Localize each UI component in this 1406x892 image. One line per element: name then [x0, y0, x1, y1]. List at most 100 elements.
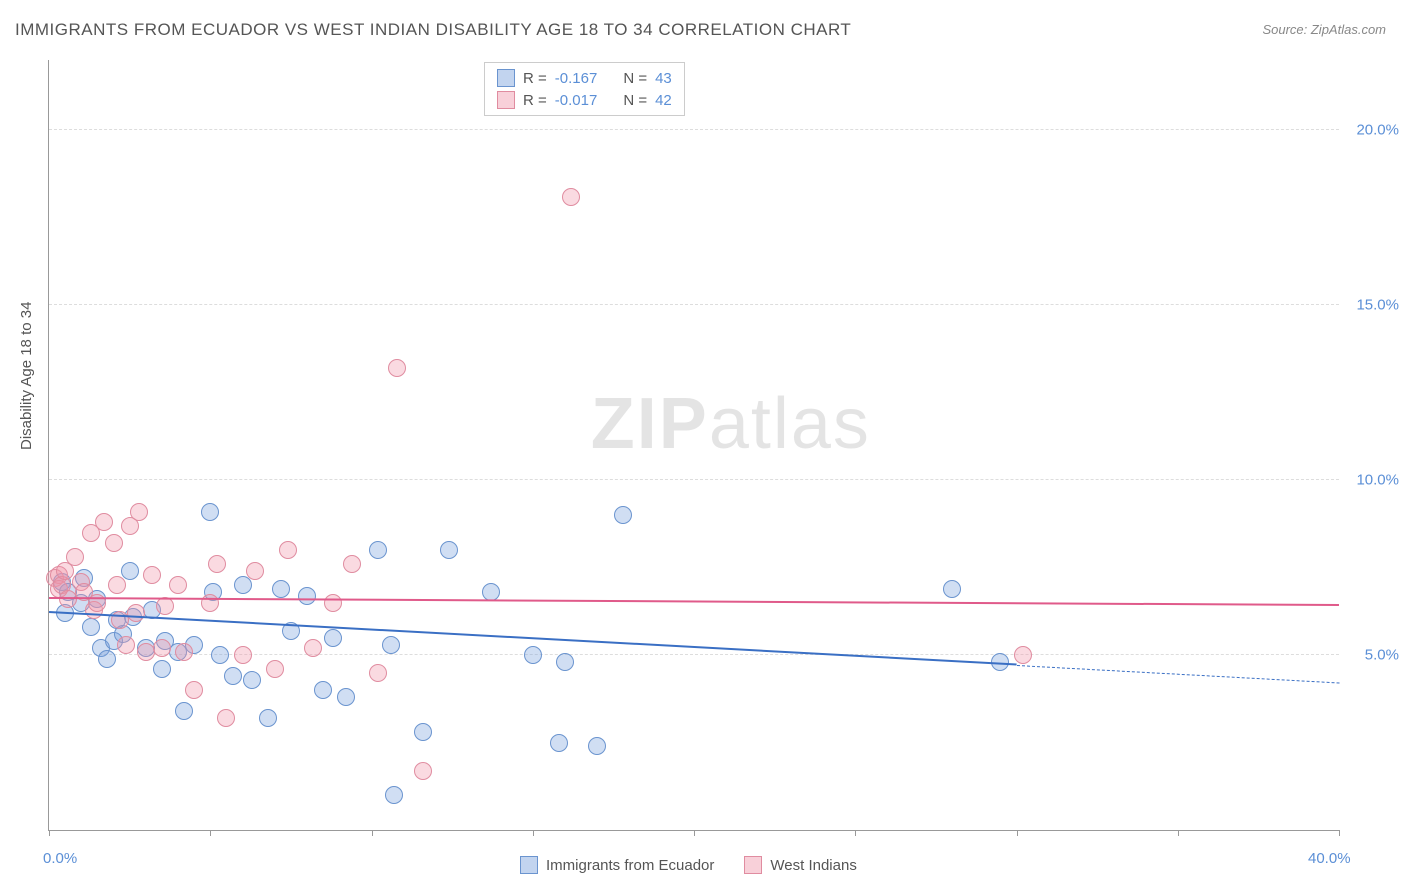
data-point [1014, 646, 1032, 664]
data-point [108, 576, 126, 594]
legend-item-westindian: West Indians [744, 856, 856, 874]
y-tick-label: 5.0% [1344, 647, 1399, 664]
x-tick [855, 830, 856, 836]
data-point [153, 639, 171, 657]
stats-row-westindian: R = -0.017 N = 42 [485, 89, 684, 111]
r-value-westindian: -0.017 [555, 92, 598, 109]
legend-label-ecuador: Immigrants from Ecuador [546, 857, 714, 874]
data-point [388, 359, 406, 377]
data-point [440, 541, 458, 559]
data-point [137, 643, 155, 661]
swatch-pink-icon [497, 91, 515, 109]
data-point [211, 646, 229, 664]
n-label: N = [623, 92, 647, 109]
r-label: R = [523, 92, 547, 109]
data-point [201, 594, 219, 612]
x-tick [1339, 830, 1340, 836]
data-point [524, 646, 542, 664]
gridline [49, 129, 1339, 130]
x-tick [1017, 830, 1018, 836]
data-point [414, 762, 432, 780]
r-label: R = [523, 70, 547, 87]
trend-line-extrapolated [1016, 665, 1339, 683]
n-value-westindian: 42 [655, 92, 672, 109]
x-tick [49, 830, 50, 836]
data-point [382, 636, 400, 654]
x-tick [372, 830, 373, 836]
x-tick [210, 830, 211, 836]
legend-item-ecuador: Immigrants from Ecuador [520, 856, 714, 874]
n-value-ecuador: 43 [655, 70, 672, 87]
data-point [246, 562, 264, 580]
data-point [224, 667, 242, 685]
data-point [259, 709, 277, 727]
data-point [279, 541, 297, 559]
data-point [88, 594, 106, 612]
data-point [324, 594, 342, 612]
data-point [175, 702, 193, 720]
x-tick [533, 830, 534, 836]
n-label: N = [623, 70, 647, 87]
source-attribution: Source: ZipAtlas.com [1262, 22, 1386, 37]
data-point [343, 555, 361, 573]
x-axis-max-label: 40.0% [1308, 850, 1351, 867]
scatter-plot-area: ZIPatlas 5.0%10.0%15.0%20.0% [48, 60, 1339, 831]
data-point [562, 188, 580, 206]
stats-row-ecuador: R = -0.167 N = 43 [485, 67, 684, 89]
data-point [234, 576, 252, 594]
data-point [234, 646, 252, 664]
data-point [169, 576, 187, 594]
y-tick-label: 15.0% [1344, 297, 1399, 314]
watermark: ZIPatlas [591, 383, 871, 465]
data-point [66, 548, 84, 566]
swatch-pink-icon [744, 856, 762, 874]
y-tick-label: 20.0% [1344, 122, 1399, 139]
data-point [143, 566, 161, 584]
r-value-ecuador: -0.167 [555, 70, 598, 87]
data-point [324, 629, 342, 647]
data-point [156, 597, 174, 615]
data-point [201, 503, 219, 521]
data-point [185, 681, 203, 699]
trend-line [49, 597, 1339, 606]
data-point [121, 562, 139, 580]
legend-label-westindian: West Indians [770, 857, 856, 874]
data-point [304, 639, 322, 657]
data-point [414, 723, 432, 741]
data-point [98, 650, 116, 668]
data-point [614, 506, 632, 524]
data-point [943, 580, 961, 598]
correlation-stats-legend: R = -0.167 N = 43 R = -0.017 N = 42 [484, 62, 685, 116]
x-tick [694, 830, 695, 836]
data-point [105, 534, 123, 552]
gridline [49, 304, 1339, 305]
y-axis-label: Disability Age 18 to 34 [18, 302, 35, 450]
data-point [298, 587, 316, 605]
data-point [130, 503, 148, 521]
data-point [95, 513, 113, 531]
x-tick [1178, 830, 1179, 836]
data-point [556, 653, 574, 671]
data-point [243, 671, 261, 689]
data-point [266, 660, 284, 678]
watermark-zip: ZIP [591, 384, 709, 464]
data-point [208, 555, 226, 573]
x-axis-min-label: 0.0% [43, 850, 77, 867]
data-point [550, 734, 568, 752]
gridline [49, 479, 1339, 480]
data-point [369, 541, 387, 559]
data-point [82, 618, 100, 636]
data-point [369, 664, 387, 682]
y-tick-label: 10.0% [1344, 472, 1399, 489]
data-point [314, 681, 332, 699]
data-point [175, 643, 193, 661]
series-legend: Immigrants from Ecuador West Indians [520, 856, 857, 874]
data-point [117, 636, 135, 654]
data-point [482, 583, 500, 601]
data-point [272, 580, 290, 598]
data-point [337, 688, 355, 706]
data-point [588, 737, 606, 755]
swatch-blue-icon [497, 69, 515, 87]
chart-title: IMMIGRANTS FROM ECUADOR VS WEST INDIAN D… [15, 20, 851, 40]
data-point [217, 709, 235, 727]
